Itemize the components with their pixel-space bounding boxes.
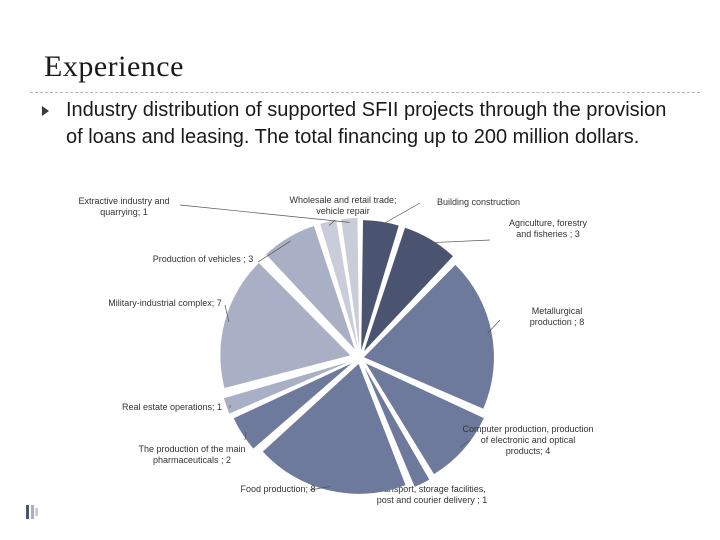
- leader-line: [459, 439, 471, 448]
- slice-label: Extractive industry and quarrying; 1: [78, 196, 169, 217]
- slice-label: transport, storage facilities, post and c…: [377, 484, 488, 505]
- slice-label: Agriculture, forestry and fisheries ; 3: [509, 218, 588, 239]
- pie-slice: [220, 262, 351, 389]
- pie-slice: [364, 366, 430, 487]
- slice-label: Real estate operations; 1: [122, 402, 222, 412]
- pie-slice: [361, 220, 399, 351]
- slice-label: Production of vehicles ; 3: [153, 254, 254, 264]
- pie-slice: [363, 264, 494, 409]
- slice-label: The production of the main pharmaceutical…: [138, 444, 245, 465]
- pie-slice: [223, 362, 349, 414]
- slide-nav-icon[interactable]: [26, 505, 38, 519]
- triangle-right-icon: [42, 106, 49, 116]
- slice-label: Computer production, production of electr…: [462, 424, 593, 456]
- slice-label: Metallurgical production ; 8: [530, 306, 585, 327]
- pie-slice: [266, 226, 355, 350]
- leader-line: [380, 202, 421, 226]
- slice-label: Food production; 8: [240, 484, 315, 494]
- slide-title: Experience: [44, 50, 184, 83]
- slice-label: Wholesale and retail trade; vehicle repai…: [289, 195, 396, 216]
- bullet-text: Industry distribution of supported SFII …: [66, 99, 667, 148]
- slice-label: Building construction: [437, 197, 520, 207]
- pie-slice: [262, 363, 406, 494]
- pie-slice: [365, 363, 484, 475]
- pie-slice: [233, 363, 352, 449]
- leader-line: [428, 239, 491, 244]
- leader-line: [309, 486, 330, 491]
- leader-line: [257, 240, 291, 263]
- leader-line: [179, 204, 350, 223]
- pie-slice: [320, 220, 358, 349]
- pie-slice: [341, 218, 360, 349]
- leader-line: [244, 431, 247, 441]
- leader-line: [487, 319, 501, 334]
- slice-label: Military-industrial complex; 7: [108, 298, 222, 308]
- leader-line: [224, 304, 230, 323]
- pie-slice: [364, 227, 453, 352]
- title-divider: [30, 92, 700, 93]
